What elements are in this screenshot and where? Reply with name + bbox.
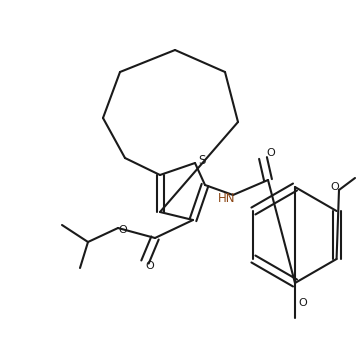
- Text: O: O: [331, 182, 339, 192]
- Text: O: O: [118, 225, 127, 235]
- Text: HN: HN: [218, 191, 236, 205]
- Text: S: S: [198, 154, 206, 167]
- Text: O: O: [146, 261, 154, 271]
- Text: O: O: [267, 148, 275, 158]
- Text: O: O: [299, 298, 308, 308]
